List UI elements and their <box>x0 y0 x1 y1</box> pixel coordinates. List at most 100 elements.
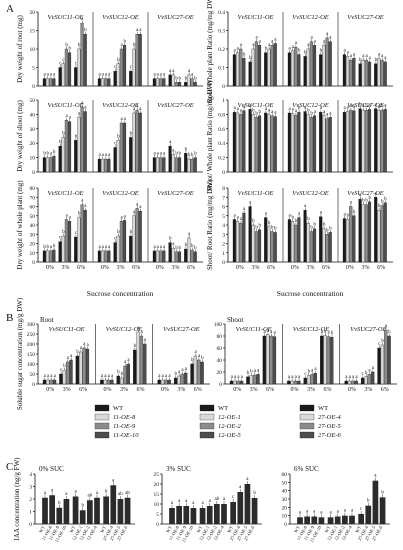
bar <box>178 251 182 263</box>
bar <box>68 121 72 173</box>
significance-label: a <box>240 217 243 222</box>
group-title: VvSUC27-OE <box>157 14 193 21</box>
bar <box>104 78 108 87</box>
bar <box>49 495 55 524</box>
significance-label: b <box>388 330 391 335</box>
bar <box>77 217 81 263</box>
bar <box>364 376 368 385</box>
bar <box>168 74 172 87</box>
significance-label: a <box>136 202 139 207</box>
bar <box>123 365 127 385</box>
significance-label: a <box>81 17 84 22</box>
y-tick-label: 80 <box>217 334 223 340</box>
significance-label: a <box>233 106 236 111</box>
bar <box>132 112 136 173</box>
significance-label: b <box>253 491 256 496</box>
bar <box>383 202 387 263</box>
significance-label: a <box>209 499 212 504</box>
y-tick-label: 70 <box>30 195 36 201</box>
significance-label: b <box>81 503 84 508</box>
bar <box>171 154 175 173</box>
bar <box>138 112 142 173</box>
significance-label: a <box>271 110 274 115</box>
bar <box>272 336 277 385</box>
bar <box>251 224 255 263</box>
significance-label: a <box>344 509 347 514</box>
group-title: VvSUC12-OE <box>102 14 138 21</box>
bar <box>232 112 236 173</box>
x-tick-label: 6% <box>377 265 385 271</box>
significance-label: b <box>185 147 188 152</box>
bar <box>68 221 72 263</box>
bar <box>251 48 255 87</box>
significance-label: c <box>62 58 65 63</box>
significance-label: b <box>320 49 323 54</box>
bar <box>264 217 268 263</box>
legend-label: WT <box>218 405 228 412</box>
bar <box>352 215 356 263</box>
significance-label: a <box>163 245 166 250</box>
bar <box>132 48 136 87</box>
bar <box>184 153 188 173</box>
bar <box>52 78 56 87</box>
bar <box>239 380 244 385</box>
bar <box>258 229 262 263</box>
group-title: VvSUC12-OE <box>293 326 329 333</box>
significance-label: a <box>265 212 268 217</box>
panel-label-c: C <box>6 461 13 473</box>
bar <box>306 48 310 87</box>
legend-swatch <box>299 422 315 430</box>
bar <box>248 61 252 87</box>
y-axis-label: IAA concentration (ng/g FW) <box>13 457 21 541</box>
significance-label: a <box>353 105 356 110</box>
significance-label: c <box>232 495 235 500</box>
significance-label: c <box>75 231 78 236</box>
significance-label: b <box>310 111 313 116</box>
bar <box>242 58 246 87</box>
bar <box>117 499 124 524</box>
bar <box>328 117 332 173</box>
y-tick-label: 0 <box>222 84 225 90</box>
y-tick-label: 20 <box>282 505 288 511</box>
group-title: VvSUC27-OE <box>347 190 383 197</box>
bar <box>294 47 298 87</box>
bar <box>143 343 147 385</box>
bar <box>174 157 178 173</box>
legend-label: 11-OE-9 <box>113 423 136 430</box>
significance-label: a <box>304 106 307 111</box>
bar <box>183 506 190 524</box>
significance-label: a <box>369 56 372 61</box>
significance-label: a <box>329 36 332 41</box>
significance-label: a <box>237 375 240 380</box>
bar <box>119 377 124 385</box>
significance-label: b <box>65 43 68 48</box>
bar <box>349 109 353 173</box>
significance-label: b <box>179 76 182 81</box>
bar <box>273 43 277 87</box>
significance-label: b <box>62 230 65 235</box>
y-tick-label: 60 <box>30 205 36 211</box>
significance-label: a <box>102 73 105 78</box>
significance-label: a <box>351 509 354 514</box>
bar <box>97 158 101 173</box>
significance-label: a <box>139 107 142 112</box>
bar <box>342 112 346 173</box>
bar <box>116 375 120 385</box>
bar <box>87 500 93 524</box>
bar <box>367 374 371 385</box>
x-tick-label: 3% <box>63 387 71 393</box>
significance-label: a <box>288 213 291 218</box>
bar <box>97 78 101 87</box>
x-axis-label: Sucrose concentration <box>87 289 154 298</box>
significance-label: a <box>347 50 350 55</box>
significance-label: a <box>153 73 156 78</box>
bar <box>328 41 332 87</box>
significance-label: a <box>267 329 270 334</box>
bar <box>58 67 62 87</box>
bar <box>152 78 156 87</box>
bar <box>113 242 117 263</box>
legend-swatch <box>199 431 215 439</box>
significance-label: a <box>53 73 56 78</box>
significance-label: b <box>268 221 271 226</box>
significance-label: a <box>321 330 324 335</box>
